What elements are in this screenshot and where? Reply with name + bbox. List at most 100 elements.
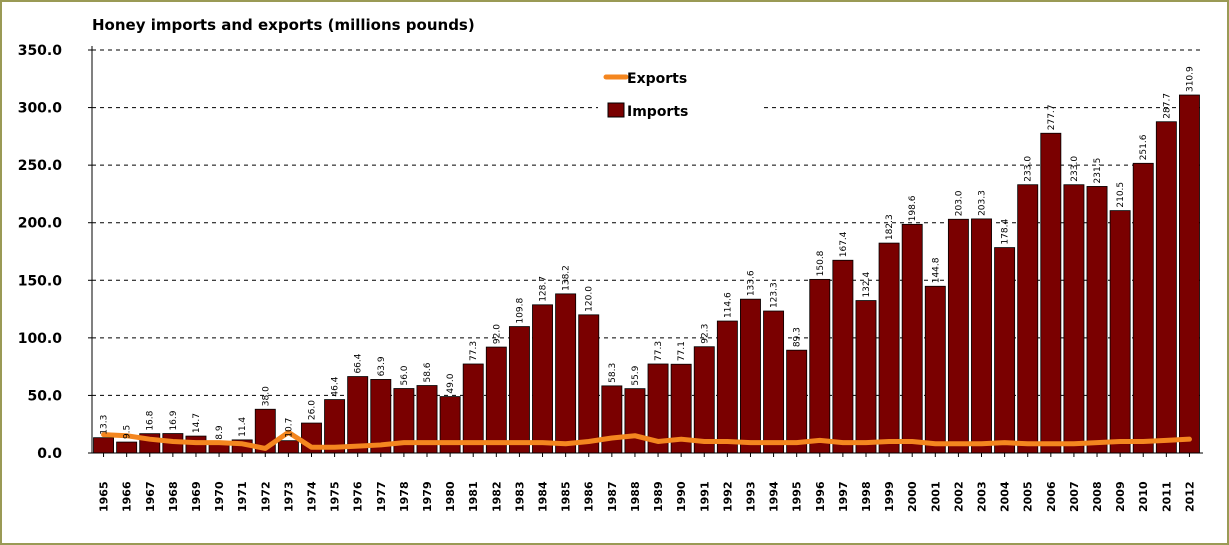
data-label-2011: 287.7 bbox=[1162, 93, 1172, 119]
data-label-1993: 133.6 bbox=[746, 270, 756, 296]
x-tick-label: 1987 bbox=[606, 481, 619, 512]
bar-imports-1988 bbox=[624, 388, 646, 454]
data-label-1970: 8.9 bbox=[215, 425, 225, 440]
bar-imports-1981 bbox=[462, 363, 484, 454]
bar-imports-1997 bbox=[832, 259, 854, 454]
y-tick-label: 50.0 bbox=[27, 388, 62, 404]
bar-imports-1973 bbox=[277, 440, 299, 454]
bar-imports-2004 bbox=[994, 247, 1016, 454]
y-tick-label: 300.0 bbox=[18, 101, 63, 117]
x-tick-label: 1974 bbox=[305, 481, 318, 512]
x-tick-label: 1999 bbox=[883, 481, 896, 512]
x-tick-label: 1969 bbox=[190, 481, 203, 512]
data-label-1985: 138.2 bbox=[562, 265, 572, 291]
x-tick-label: 1988 bbox=[629, 481, 642, 512]
data-label-1987: 58.3 bbox=[608, 363, 618, 383]
data-label-1965: 13.3 bbox=[100, 415, 110, 435]
x-tick-label: 2010 bbox=[1137, 481, 1150, 512]
x-tick-label: 1991 bbox=[698, 481, 711, 512]
data-label-1967: 16.8 bbox=[146, 410, 156, 430]
x-tick-label: 2007 bbox=[1068, 481, 1081, 512]
data-label-1988: 55.9 bbox=[631, 365, 641, 385]
x-tick-label: 1994 bbox=[768, 481, 781, 512]
y-tick-label: 200.0 bbox=[18, 216, 63, 232]
x-tick-label: 2000 bbox=[906, 481, 919, 512]
data-label-2006: 277.7 bbox=[1047, 104, 1057, 130]
data-label-2009: 210.5 bbox=[1116, 182, 1126, 208]
bar-imports-2005 bbox=[1017, 184, 1039, 454]
x-tick-label: 2004 bbox=[999, 481, 1012, 512]
data-label-2001: 144.8 bbox=[931, 257, 941, 283]
data-label-1968: 16.9 bbox=[169, 410, 179, 430]
data-label-1996: 150.8 bbox=[816, 250, 826, 276]
bar-imports-2000 bbox=[901, 223, 923, 454]
data-label-1984: 128.7 bbox=[539, 276, 549, 302]
chart-title: Honey imports and exports (millions poun… bbox=[92, 16, 475, 34]
data-label-2000: 198.6 bbox=[908, 195, 918, 221]
bar-imports-2001 bbox=[924, 285, 946, 454]
x-tick-label: 2012 bbox=[1183, 481, 1196, 512]
data-label-1980: 49.0 bbox=[446, 373, 456, 393]
x-tick-label: 1966 bbox=[121, 481, 134, 512]
data-label-1973: 10.7 bbox=[284, 418, 294, 438]
y-tick-label: 150.0 bbox=[18, 273, 63, 289]
legend-label-imports: Imports bbox=[627, 104, 688, 120]
y-tick-label: 0.0 bbox=[37, 446, 62, 462]
data-label-2010: 251.6 bbox=[1139, 134, 1149, 160]
x-tick-label: 1980 bbox=[444, 481, 457, 512]
x-tick-label: 1996 bbox=[814, 481, 827, 512]
bar-imports-1992 bbox=[716, 320, 738, 454]
bar-imports-1996 bbox=[809, 278, 831, 454]
data-label-1986: 120.0 bbox=[585, 286, 595, 312]
data-label-1972: 38.0 bbox=[261, 386, 271, 406]
bar-imports-1984 bbox=[532, 304, 553, 454]
bar-imports-1986 bbox=[578, 314, 600, 454]
data-label-1978: 56.0 bbox=[400, 365, 410, 385]
y-tick-label: 100.0 bbox=[18, 331, 63, 347]
x-tick-label: 1985 bbox=[560, 481, 573, 512]
x-tick-label: 1965 bbox=[98, 481, 111, 512]
data-label-1966: 9.5 bbox=[123, 425, 133, 439]
data-label-1977: 63.9 bbox=[377, 356, 387, 376]
x-tick-label: 1976 bbox=[352, 481, 365, 512]
data-label-1971: 11.4 bbox=[238, 417, 248, 437]
bar-imports-1991 bbox=[693, 346, 715, 454]
data-label-1981: 77.3 bbox=[469, 341, 479, 361]
legend-swatch-imports bbox=[607, 102, 625, 118]
bar-imports-1999 bbox=[878, 242, 900, 454]
x-tick-label: 2009 bbox=[1114, 481, 1127, 512]
data-label-1992: 114.6 bbox=[723, 292, 733, 318]
x-tick-label: 1984 bbox=[537, 481, 550, 512]
bar-imports-1993 bbox=[740, 298, 761, 454]
data-label-1994: 123.3 bbox=[770, 282, 780, 308]
x-tick-label: 2011 bbox=[1160, 481, 1173, 512]
data-label-2003: 203.3 bbox=[978, 190, 988, 216]
x-tick-label: 1992 bbox=[721, 481, 734, 512]
bar-imports-1987 bbox=[601, 385, 623, 454]
x-tick-label: 1978 bbox=[398, 481, 411, 512]
bar-imports-1982 bbox=[485, 346, 507, 454]
bar-imports-1965 bbox=[93, 437, 115, 454]
x-tick-label: 1990 bbox=[675, 481, 688, 512]
bar-imports-1983 bbox=[508, 326, 530, 454]
bar-imports-2007 bbox=[1063, 184, 1085, 454]
x-tick-label: 1989 bbox=[652, 481, 665, 512]
data-label-2007: 233.0 bbox=[1070, 156, 1080, 182]
bar-imports-1998 bbox=[855, 300, 877, 454]
y-tick-label: 250.0 bbox=[18, 158, 63, 174]
data-label-2005: 233.0 bbox=[1024, 156, 1034, 182]
bar-imports-1995 bbox=[786, 349, 808, 454]
data-label-2008: 231.5 bbox=[1093, 158, 1103, 184]
x-tick-label: 2008 bbox=[1091, 481, 1104, 512]
x-tick-label: 1983 bbox=[513, 481, 526, 512]
data-label-1995: 89.3 bbox=[793, 327, 803, 347]
bar-imports-2006 bbox=[1040, 132, 1062, 454]
bar-imports-2011 bbox=[1155, 121, 1177, 454]
x-tick-label: 1986 bbox=[583, 481, 596, 512]
bar-imports-2009 bbox=[1109, 210, 1131, 454]
data-label-1979: 58.6 bbox=[423, 362, 433, 382]
data-label-1983: 109.8 bbox=[515, 298, 525, 324]
x-tick-label: 1993 bbox=[744, 481, 757, 512]
x-tick-label: 1979 bbox=[421, 481, 434, 512]
data-label-2012: 310.9 bbox=[1185, 66, 1195, 92]
